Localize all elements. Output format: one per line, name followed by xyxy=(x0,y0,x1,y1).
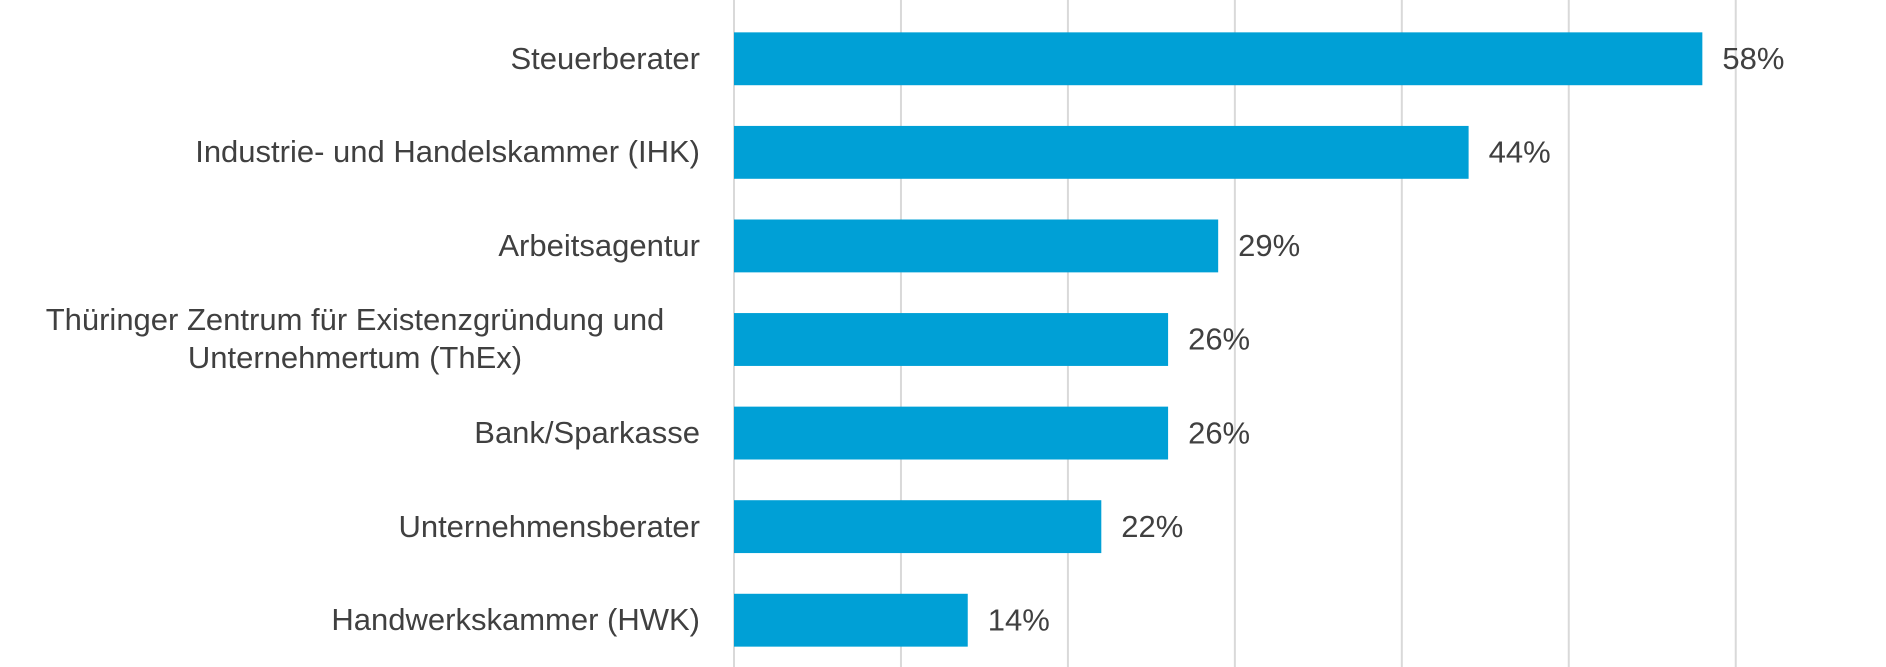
value-label: 22% xyxy=(1121,509,1183,544)
bar xyxy=(734,219,1219,273)
value-label: 26% xyxy=(1188,322,1250,357)
value-label: 14% xyxy=(988,602,1050,637)
bar xyxy=(734,500,1102,554)
bar xyxy=(734,593,968,647)
value-label: 29% xyxy=(1238,228,1300,263)
category-label-box: Arbeitsagentur xyxy=(0,199,700,293)
value-label: 58% xyxy=(1722,41,1784,76)
bar xyxy=(734,313,1169,366)
bar xyxy=(734,32,1703,86)
y-tick-label: Arbeitsagentur xyxy=(498,227,700,263)
category-label-box: Industrie- und Handelskammer (IHK) xyxy=(0,106,700,200)
category-label-box: Steuerberater xyxy=(0,12,700,106)
y-tick-label: Thüringer Zentrum für Existenzgründung u… xyxy=(45,302,665,376)
bar xyxy=(734,125,1469,179)
y-tick-label: Handwerkskammer (HWK) xyxy=(331,602,700,638)
bar xyxy=(734,406,1169,460)
y-tick-label: Industrie- und Handelskammer (IHK) xyxy=(195,134,700,170)
y-tick-label: Bank/Sparkasse xyxy=(474,415,700,451)
value-label: 26% xyxy=(1188,415,1250,450)
category-label-box: Unternehmensberater xyxy=(0,480,700,574)
y-tick-label: Steuerberater xyxy=(510,40,700,76)
category-label-box: Handwerkskammer (HWK) xyxy=(0,573,700,667)
category-label-box: Bank/Sparkasse xyxy=(0,386,700,480)
value-label: 44% xyxy=(1489,135,1551,170)
category-label-box: Thüringer Zentrum für Existenzgründung u… xyxy=(0,293,700,387)
y-tick-label: Unternehmensberater xyxy=(398,508,700,544)
